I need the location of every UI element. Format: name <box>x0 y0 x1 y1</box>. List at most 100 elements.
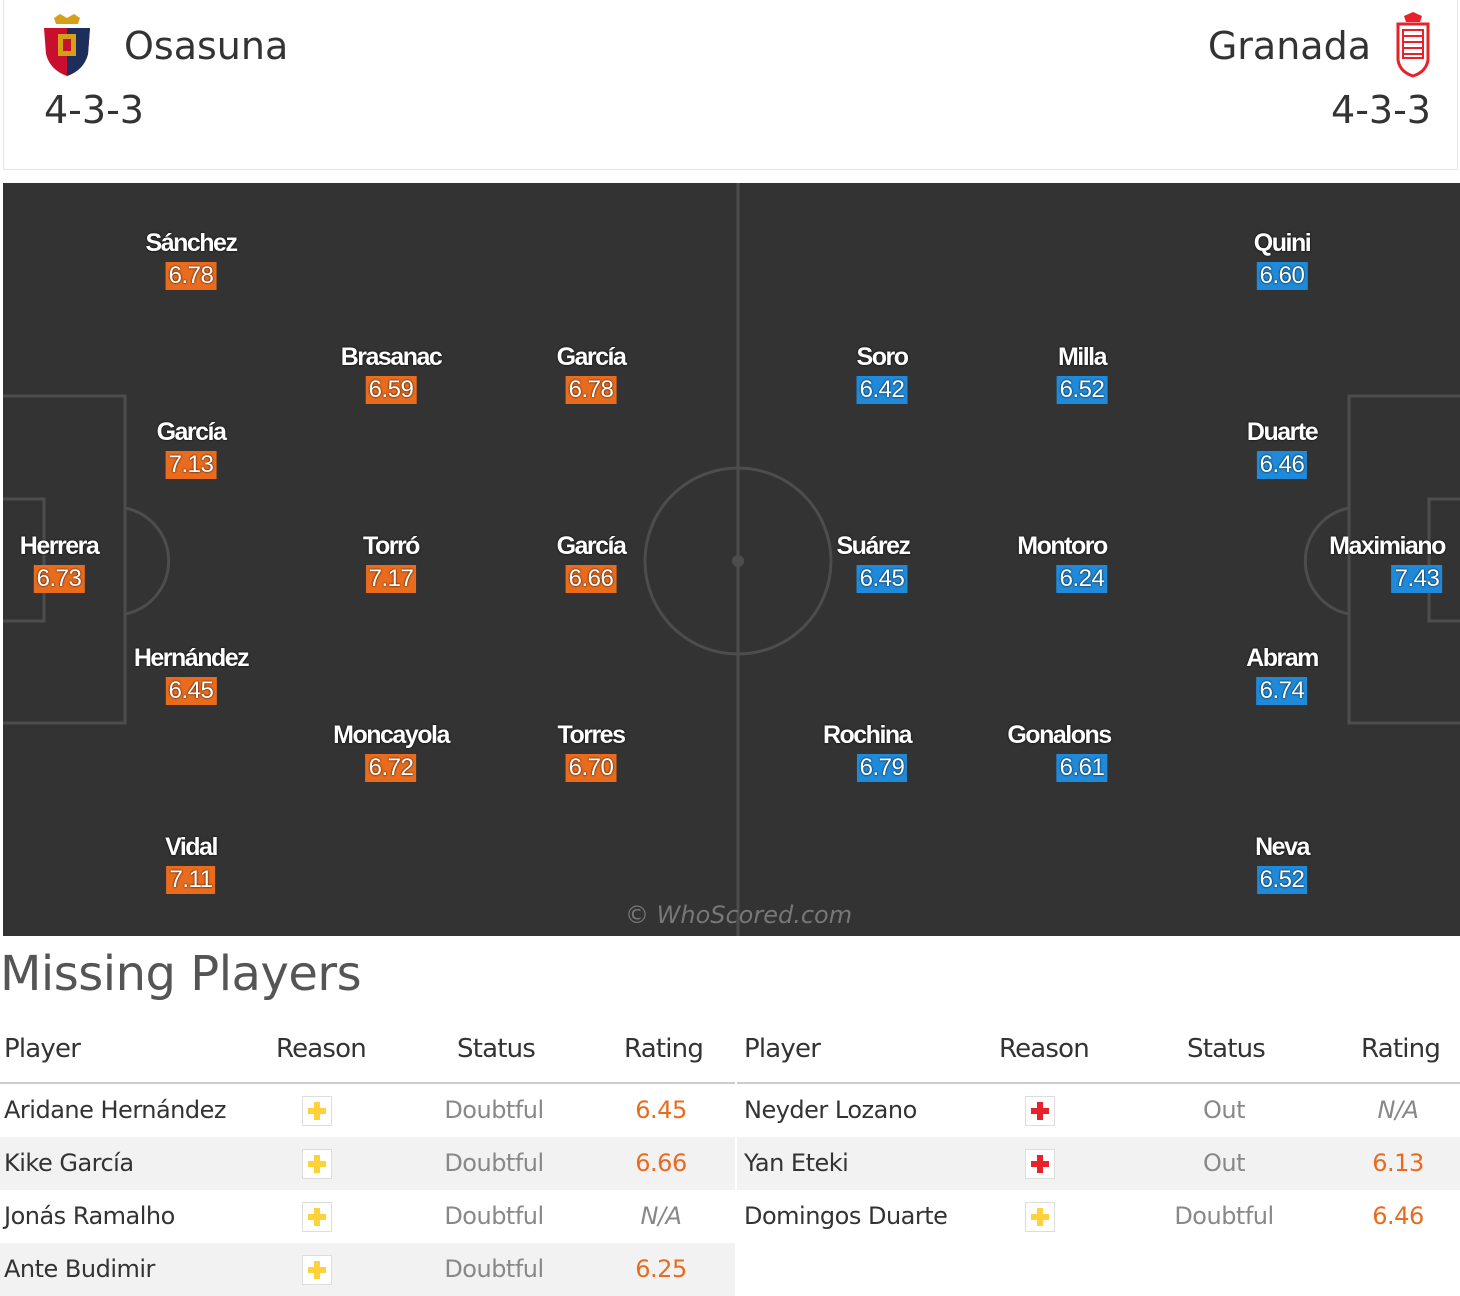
header-rating[interactable]: Rating <box>1361 1034 1441 1064</box>
player-home-10[interactable]: Torres 6.70 <box>557 720 626 782</box>
player-rating: 6.72 <box>365 754 417 782</box>
missing-player-name[interactable]: Neyder Lozano <box>744 1096 917 1124</box>
player-away-0[interactable]: Quini 6.60 <box>1253 228 1312 290</box>
away-team-name[interactable]: Granada <box>1207 24 1371 68</box>
player-name: Torró <box>363 532 420 560</box>
player-name: Abram <box>1246 644 1319 672</box>
player-away-8[interactable]: Soro 6.42 <box>856 342 909 404</box>
player-away-3[interactable]: Abram 6.74 <box>1246 643 1319 705</box>
player-away-4[interactable]: Neva 6.52 <box>1255 832 1310 894</box>
table-row: Yan Eteki Out 6.13 <box>737 1137 1460 1190</box>
player-name: Duarte <box>1246 418 1319 446</box>
whoscored-watermark: © WhoScored.com <box>625 901 853 929</box>
player-name: Maximiano <box>1329 532 1446 560</box>
header-reason[interactable]: Reason <box>276 1034 367 1064</box>
missing-player-name[interactable]: Ante Budimir <box>4 1255 155 1283</box>
table-row: Domingos Duarte Doubtful 6.46 <box>737 1190 1460 1243</box>
player-home-8[interactable]: García 6.78 <box>556 342 627 404</box>
table-row: Neyder Lozano Out N/A <box>737 1084 1460 1137</box>
yellow-cross-icon <box>1025 1202 1055 1232</box>
player-rating: 6.60 <box>1256 262 1308 290</box>
pitch-lines <box>3 183 1460 936</box>
home-missing-table: Player Reason Status Rating Aridane Hern… <box>0 1030 735 1296</box>
player-home-1[interactable]: García 7.13 <box>156 417 227 479</box>
player-rating: 7.13 <box>165 451 217 479</box>
header-player[interactable]: Player <box>4 1034 81 1064</box>
player-rating: 6.61 <box>1056 754 1108 782</box>
home-formation: 4-3-3 <box>44 88 144 132</box>
player-rating: 7.11 <box>166 866 216 894</box>
player-name: García <box>556 343 627 371</box>
player-home-9[interactable]: García 6.66 <box>556 531 627 593</box>
player-name: Vidal <box>165 833 218 861</box>
table-header: Player Reason Status Rating <box>0 1030 735 1084</box>
player-rating: 6.74 <box>1256 677 1308 705</box>
missing-player-name[interactable]: Yan Eteki <box>744 1149 849 1177</box>
yellow-cross-icon <box>302 1149 332 1179</box>
player-name: Gonalons <box>1007 721 1112 749</box>
player-name: García <box>556 532 627 560</box>
yellow-cross-icon <box>302 1255 332 1285</box>
table-row: Aridane Hernández Doubtful 6.45 <box>0 1084 735 1137</box>
missing-status: Out <box>1202 1096 1246 1124</box>
missing-player-name[interactable]: Kike García <box>4 1149 134 1177</box>
player-name: Neva <box>1255 833 1310 861</box>
player-away-10[interactable]: Rochina 6.79 <box>822 720 913 782</box>
missing-player-name[interactable]: Jonás Ramalho <box>4 1202 175 1230</box>
player-name: Torres <box>557 721 626 749</box>
player-home-3[interactable]: Hernández 6.45 <box>134 643 250 705</box>
red-cross-icon <box>1025 1149 1055 1179</box>
player-home-0[interactable]: Sánchez 6.78 <box>145 228 238 290</box>
granada-crest-icon[interactable] <box>1394 12 1432 78</box>
red-cross-icon <box>1025 1096 1055 1126</box>
missing-rating: 6.66 <box>635 1149 687 1177</box>
player-home-5[interactable]: Brasanac 6.59 <box>340 342 443 404</box>
missing-rating: 6.13 <box>1372 1149 1424 1177</box>
missing-status: Doubtful <box>1174 1202 1274 1230</box>
player-rating: 7.17 <box>365 565 417 593</box>
missing-players-title: Missing Players <box>0 946 362 1002</box>
missing-status: Doubtful <box>444 1096 544 1124</box>
missing-rating: 6.45 <box>635 1096 687 1124</box>
player-away-2[interactable]: Maximiano 7.43 <box>1329 531 1446 593</box>
player-name: Milla <box>1057 343 1108 371</box>
missing-status: Doubtful <box>444 1202 544 1230</box>
table-header: Player Reason Status Rating <box>737 1030 1460 1084</box>
osasuna-crest-icon[interactable] <box>40 12 94 78</box>
player-name: Rochina <box>822 721 913 749</box>
player-away-5[interactable]: Milla 6.52 <box>1056 342 1108 404</box>
formation-pitch: Sánchez 6.78 García 7.13 Herrera 6.73 He… <box>3 183 1460 936</box>
player-home-4[interactable]: Vidal 7.11 <box>165 832 218 894</box>
player-rating: 6.70 <box>565 754 617 782</box>
yellow-cross-icon <box>302 1202 332 1232</box>
header-rating[interactable]: Rating <box>624 1034 704 1064</box>
player-name: Sánchez <box>145 229 238 257</box>
player-away-9[interactable]: Suárez 6.45 <box>837 531 911 593</box>
player-away-7[interactable]: Gonalons 6.61 <box>1007 720 1112 782</box>
missing-player-name[interactable]: Domingos Duarte <box>744 1202 948 1230</box>
player-home-6[interactable]: Torró 7.17 <box>363 531 420 593</box>
header-status[interactable]: Status <box>1187 1034 1266 1064</box>
match-header: Osasuna 4-3-3 Granada 4-3-3 <box>3 0 1458 170</box>
table-row: Kike García Doubtful 6.66 <box>0 1137 735 1190</box>
player-name: Herrera <box>19 532 100 560</box>
player-home-7[interactable]: Moncayola 6.72 <box>333 720 450 782</box>
player-name: García <box>156 418 227 446</box>
player-rating: 6.66 <box>565 565 617 593</box>
player-home-2[interactable]: Herrera 6.73 <box>19 531 100 593</box>
player-away-1[interactable]: Duarte 6.46 <box>1246 417 1319 479</box>
player-name: Brasanac <box>340 343 443 371</box>
player-rating: 6.52 <box>1256 866 1308 894</box>
header-status[interactable]: Status <box>457 1034 536 1064</box>
missing-rating: N/A <box>640 1202 682 1230</box>
player-name: Montoro <box>1017 532 1108 560</box>
missing-player-name[interactable]: Aridane Hernández <box>4 1096 226 1124</box>
player-away-6[interactable]: Montoro 6.24 <box>1017 531 1108 593</box>
player-name: Quini <box>1253 229 1312 257</box>
player-name: Soro <box>856 343 909 371</box>
home-team-name[interactable]: Osasuna <box>124 24 289 68</box>
yellow-cross-icon <box>302 1096 332 1126</box>
header-reason[interactable]: Reason <box>999 1034 1090 1064</box>
away-missing-table: Player Reason Status Rating Neyder Lozan… <box>737 1030 1460 1243</box>
header-player[interactable]: Player <box>744 1034 821 1064</box>
